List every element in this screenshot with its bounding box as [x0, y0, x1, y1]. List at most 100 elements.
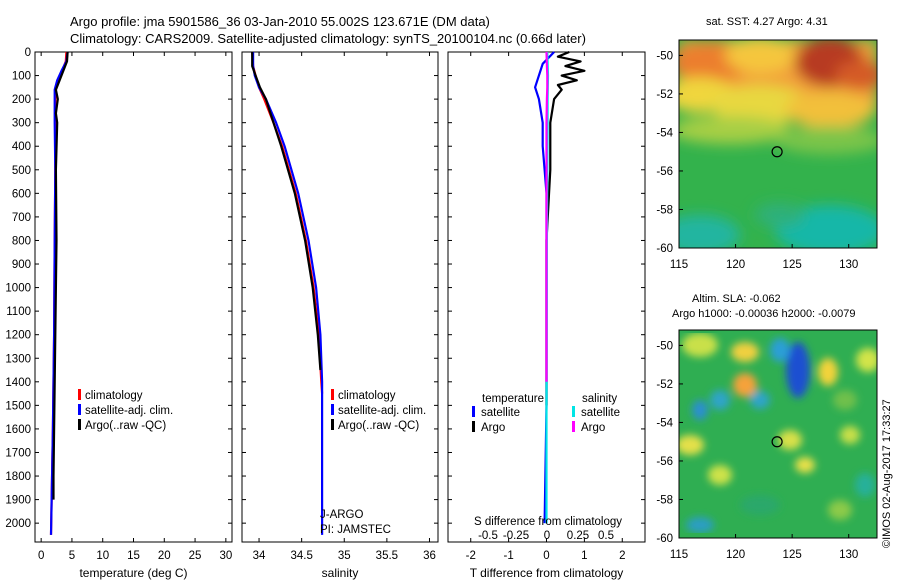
x-tick-label: 125: [783, 259, 802, 271]
credit-label: ©IMOS 02-Aug-2017 17:33:27: [881, 399, 893, 548]
x-tick-label: 130: [839, 259, 858, 271]
annotation-label: J-ARGO: [320, 509, 364, 521]
y-tick-label: 1100: [6, 306, 31, 318]
legend-label: satellite-adj. clim.: [338, 405, 426, 417]
y-tick-label: 1900: [5, 495, 31, 507]
x-tick-label: -2: [466, 550, 476, 562]
x-top-tick-label: -0.5: [478, 530, 498, 542]
x-tick-label: 34.5: [290, 550, 312, 562]
series-line: [545, 51, 549, 382]
legend-swatch: [78, 389, 81, 400]
y-tick-label: 1500: [5, 400, 31, 412]
legend-swatch: [472, 421, 475, 432]
x-axis-label: temperature (deg C): [79, 566, 187, 580]
salinity-panel: 34 34.5 35 35.5 36 salinity climatology satelli…: [241, 51, 439, 580]
legend-header: temperature: [482, 393, 544, 405]
legend-swatch: [572, 406, 575, 417]
legend-swatch: [472, 406, 475, 417]
sst-map: sat. SST: 4.27 Argo: 4.31 115 120 125 130 -5…: [656, 16, 878, 271]
legend-label: satellite-adj. clim.: [85, 405, 173, 417]
y-tick-label: 700: [12, 212, 31, 224]
y-tick-label: 600: [12, 188, 31, 200]
x-axis-label: salinity: [322, 566, 359, 580]
y-tick-label: 0: [25, 47, 31, 59]
x-tick-label: 120: [726, 549, 745, 561]
legend-swatch: [331, 389, 334, 400]
x-top-tick-label: 0: [544, 530, 550, 542]
x-tick-label: 130: [839, 549, 858, 561]
legend-swatch: [331, 419, 334, 430]
y-tick-label: -52: [656, 89, 673, 101]
argo-location-marker: [771, 146, 783, 158]
y-tick-label: 900: [12, 259, 31, 271]
x-tick-label: -1: [503, 550, 513, 562]
y-tick-label: -54: [656, 127, 673, 139]
legend-label: Argo: [581, 422, 605, 434]
legend-label: climatology: [85, 390, 143, 402]
x-tick-label: 0: [543, 550, 549, 562]
x-tick-label: 0: [38, 550, 44, 562]
x-tick-label: 125: [783, 549, 802, 561]
x-top-tick-label: -0.25: [503, 530, 529, 542]
y-tick-label: 1000: [5, 283, 31, 295]
x-top-tick-label: 0.5: [598, 530, 614, 542]
legend-swatch: [78, 419, 81, 430]
temperature-panel: 0100200300400500600700800900100011001200…: [5, 47, 233, 580]
y-tick-label: -60: [656, 533, 673, 545]
legend-swatch: [331, 404, 334, 415]
legend-label: Argo(..raw -QC): [85, 420, 166, 432]
y-tick-label: 500: [12, 165, 31, 177]
difference-panel: -2 -1 0 1 2 T difference from climatology temp…: [447, 50, 646, 580]
title-line-2: Climatology: CARS2009. Satellite-adjuste…: [70, 31, 586, 46]
y-tick-label: -60: [656, 243, 673, 255]
x-tick-label: 120: [726, 259, 745, 271]
x-tick-label: 35.5: [376, 550, 398, 562]
series-line: [52, 51, 69, 500]
x-tick-label: 10: [96, 550, 109, 562]
series-line: [49, 51, 69, 535]
y-tick-label: 1300: [5, 353, 31, 365]
sst-map-title: sat. SST: 4.27 Argo: 4.31: [706, 16, 828, 28]
y-tick-label: 300: [12, 118, 31, 130]
y-tick-label: 2000: [5, 518, 31, 530]
plot-frame: [34, 51, 233, 543]
sla-map-subtitle: Argo h1000: -0.00036 h2000: -0.0079: [672, 308, 855, 320]
y-tick-label: 1400: [5, 377, 31, 389]
x-tick-label: 30: [219, 550, 232, 562]
x-tick-label: 115: [670, 259, 688, 271]
legend-label: satellite: [481, 407, 520, 419]
legend-label: satellite: [581, 407, 620, 419]
y-tick-label: 400: [12, 141, 31, 153]
y-tick-label: 1800: [5, 471, 31, 483]
x-tick-label: 115: [670, 549, 688, 561]
x-tick-label: 25: [189, 550, 202, 562]
y-tick-label: 200: [12, 94, 31, 106]
y-tick-label: -58: [656, 204, 673, 216]
sla-map-title: Altim. SLA: -0.062: [692, 293, 781, 305]
x-axis-label: T difference from climatology: [470, 566, 624, 580]
y-tick-label: -56: [656, 166, 673, 178]
legend-label: climatology: [338, 390, 396, 402]
x-tick-label: 34: [253, 550, 266, 562]
sla-map: Altim. SLA: -0.062 Argo h1000: -0.00036 …: [656, 293, 878, 561]
legend-swatch: [572, 421, 575, 432]
annotation-label: PI: JAMSTEC: [320, 524, 391, 536]
legend-label: Argo: [481, 422, 505, 434]
y-tick-label: -58: [656, 494, 673, 506]
y-tick-label: 1600: [5, 424, 31, 436]
title-line-1: Argo profile: jma 5901586_36 03-Jan-2010…: [70, 14, 490, 29]
y-tick-label: 800: [12, 235, 31, 247]
y-tick-label: -56: [656, 456, 673, 468]
y-tick-label: -52: [656, 379, 673, 391]
x-axis-label-top: S difference from climatology: [474, 516, 622, 528]
x-tick-label: 36: [423, 550, 436, 562]
x-tick-label: 35: [338, 550, 351, 562]
y-tick-label: -50: [656, 340, 673, 352]
x-top-tick-label: 0.25: [567, 530, 589, 542]
x-tick-label: 5: [69, 550, 75, 562]
y-tick-label: -50: [656, 50, 673, 62]
y-tick-label: 100: [12, 71, 31, 83]
x-tick-label: 20: [158, 550, 171, 562]
series-line: [251, 52, 322, 371]
